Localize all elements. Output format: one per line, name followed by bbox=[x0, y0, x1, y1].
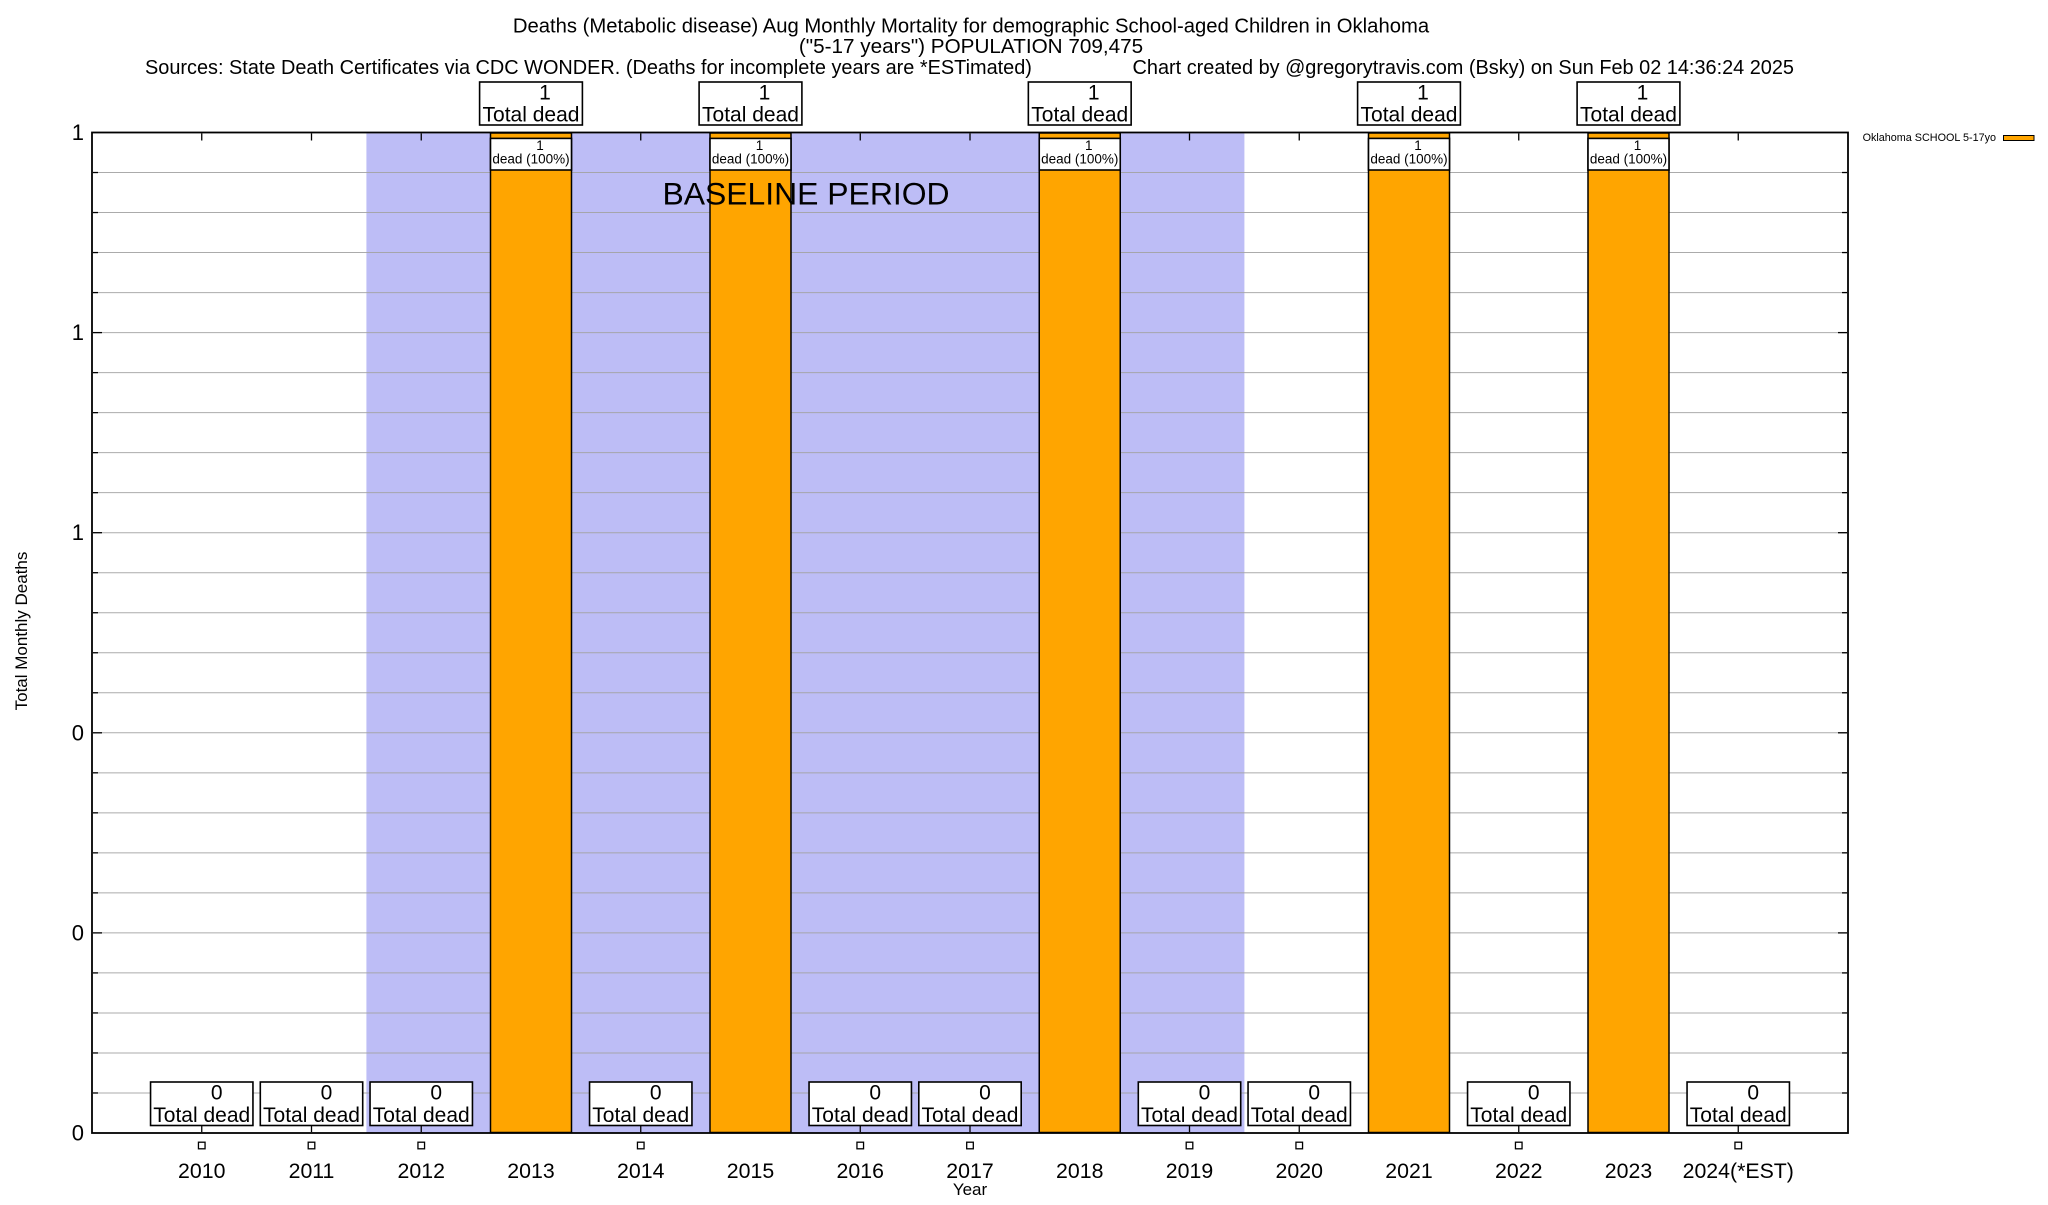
svg-text:2021: 2021 bbox=[1385, 1159, 1432, 1183]
svg-text:Total dead: Total dead bbox=[1690, 1104, 1787, 1127]
svg-text:Sources: State Death Certifica: Sources: State Death Certificates via CD… bbox=[145, 57, 1032, 79]
svg-text:1: 1 bbox=[1634, 138, 1642, 153]
svg-text:dead (100%): dead (100%) bbox=[1370, 152, 1447, 167]
svg-text:2017: 2017 bbox=[946, 1159, 993, 1183]
svg-text:Total dead: Total dead bbox=[812, 1104, 909, 1127]
svg-text:1: 1 bbox=[1088, 82, 1100, 105]
svg-text:2016: 2016 bbox=[837, 1159, 884, 1183]
svg-text:1: 1 bbox=[536, 138, 544, 153]
svg-text:Oklahoma SCHOOL 5-17yo: Oklahoma SCHOOL 5-17yo bbox=[1863, 132, 1996, 144]
svg-text:1: 1 bbox=[1085, 138, 1093, 153]
svg-text:0: 0 bbox=[72, 720, 84, 745]
svg-text:dead (100%): dead (100%) bbox=[1590, 152, 1667, 167]
svg-text:Total dead: Total dead bbox=[1470, 1104, 1567, 1127]
svg-text:Year: Year bbox=[953, 1180, 988, 1199]
svg-text:1: 1 bbox=[756, 138, 764, 153]
svg-text:Total dead: Total dead bbox=[1031, 104, 1128, 127]
svg-text:dead (100%): dead (100%) bbox=[1041, 152, 1118, 167]
svg-text:1: 1 bbox=[1414, 138, 1422, 153]
svg-text:1: 1 bbox=[72, 320, 84, 345]
svg-text:0: 0 bbox=[650, 1082, 662, 1105]
svg-text:0: 0 bbox=[1199, 1082, 1211, 1105]
svg-text:2011: 2011 bbox=[289, 1159, 335, 1183]
svg-text:2019: 2019 bbox=[1166, 1159, 1213, 1183]
svg-text:2014: 2014 bbox=[617, 1159, 665, 1183]
svg-text:dead (100%): dead (100%) bbox=[492, 152, 569, 167]
svg-text:2015: 2015 bbox=[727, 1159, 774, 1183]
svg-text:Total dead: Total dead bbox=[1141, 1104, 1238, 1127]
svg-text:Total dead: Total dead bbox=[373, 1104, 470, 1127]
svg-text:1: 1 bbox=[72, 120, 84, 145]
svg-text:BASELINE PERIOD: BASELINE PERIOD bbox=[662, 175, 949, 211]
svg-text:0: 0 bbox=[1528, 1082, 1540, 1105]
svg-text:0: 0 bbox=[1308, 1082, 1320, 1105]
svg-text:1: 1 bbox=[1637, 82, 1649, 105]
svg-text:Total dead: Total dead bbox=[263, 1104, 360, 1127]
svg-text:0: 0 bbox=[72, 1121, 84, 1146]
svg-text:0: 0 bbox=[321, 1082, 333, 1105]
svg-text:2024(*EST): 2024(*EST) bbox=[1683, 1159, 1794, 1183]
svg-text:0: 0 bbox=[211, 1082, 223, 1105]
svg-text:dead (100%): dead (100%) bbox=[712, 152, 789, 167]
svg-text:Total dead: Total dead bbox=[922, 1104, 1019, 1127]
svg-text:0: 0 bbox=[979, 1082, 991, 1105]
svg-text:2013: 2013 bbox=[507, 1159, 554, 1183]
svg-text:Total dead: Total dead bbox=[483, 104, 580, 127]
svg-text:2022: 2022 bbox=[1495, 1159, 1542, 1183]
svg-text:1: 1 bbox=[539, 82, 551, 105]
svg-text:Total Monthly Deaths: Total Monthly Deaths bbox=[12, 552, 31, 711]
svg-text:2023: 2023 bbox=[1605, 1159, 1652, 1183]
svg-text:Total dead: Total dead bbox=[592, 1104, 689, 1127]
svg-text:2010: 2010 bbox=[178, 1159, 226, 1183]
svg-text:Total dead: Total dead bbox=[1251, 1104, 1348, 1127]
svg-text:Total dead: Total dead bbox=[702, 104, 799, 127]
svg-text:2012: 2012 bbox=[398, 1159, 445, 1183]
svg-text:1: 1 bbox=[759, 82, 771, 105]
svg-text:2020: 2020 bbox=[1276, 1159, 1324, 1183]
svg-text:2018: 2018 bbox=[1056, 1159, 1103, 1183]
svg-text:("5-17 years") POPULATION 709,: ("5-17 years") POPULATION 709,475 bbox=[799, 35, 1143, 58]
svg-text:1: 1 bbox=[1417, 82, 1429, 105]
svg-text:0: 0 bbox=[1747, 1082, 1759, 1105]
svg-text:Deaths (Metabolic disease) Aug: Deaths (Metabolic disease) Aug Monthly M… bbox=[513, 16, 1430, 38]
svg-text:Chart created by @gregorytravi: Chart created by @gregorytravis.com (Bsk… bbox=[1133, 57, 1794, 79]
svg-text:0: 0 bbox=[430, 1082, 442, 1105]
svg-text:0: 0 bbox=[72, 920, 84, 945]
svg-text:0: 0 bbox=[869, 1082, 881, 1105]
svg-text:Total dead: Total dead bbox=[1361, 104, 1458, 127]
svg-text:1: 1 bbox=[72, 520, 84, 545]
svg-text:Total dead: Total dead bbox=[153, 1104, 250, 1127]
svg-text:Total dead: Total dead bbox=[1580, 104, 1677, 127]
